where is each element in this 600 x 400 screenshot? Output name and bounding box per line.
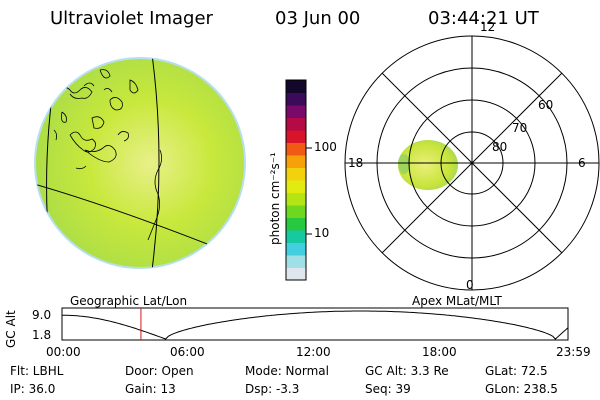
- geographic-caption: Geographic Lat/Lon: [70, 294, 188, 308]
- lat-label-60: 60: [538, 98, 554, 112]
- gain-param: Gain: 13: [125, 382, 176, 396]
- colorbar-swatch: [286, 255, 306, 268]
- mlt-label-0: 0: [466, 278, 474, 292]
- colorbar-swatch: [286, 267, 306, 281]
- meridian-line: [149, 58, 160, 268]
- apex-caption: Apex MLat/MLT: [412, 294, 502, 308]
- x-tick-0600: 06:00: [170, 345, 205, 359]
- date-label: 03 Jun 00: [275, 8, 361, 29]
- colorbar: [285, 79, 312, 281]
- colorbar-swatch: [286, 192, 306, 206]
- colorbar-swatch: [286, 92, 306, 106]
- dsp-param: Dsp: -3.3: [245, 382, 300, 396]
- seq-param: Seq: 39: [365, 382, 411, 396]
- instrument-title: Ultraviolet Imager: [50, 8, 213, 29]
- x-tick-1200: 12:00: [296, 345, 331, 359]
- mlt-label-12: 12: [480, 20, 496, 34]
- orbit-altitude-curve: [62, 310, 569, 340]
- lat-label-80: 80: [492, 140, 508, 154]
- mode-param: Mode: Normal: [245, 364, 329, 378]
- mlt-diagonal: [381, 72, 563, 254]
- colorbar-swatch: [286, 180, 306, 193]
- earth-disk: [34, 57, 246, 269]
- colorbar-swatch: [286, 217, 306, 231]
- lat-label-70: 70: [512, 121, 528, 135]
- glat-param: GLat: 72.5: [485, 364, 548, 378]
- glon-param: GLon: 238.5: [485, 382, 558, 396]
- timeline-frame: [61, 307, 569, 341]
- colorbar-swatch: [286, 142, 306, 156]
- colorbar-swatch: [286, 130, 306, 143]
- latitude-line: [35, 179, 236, 256]
- ip-param: IP: 36.0: [10, 382, 56, 396]
- gc-alt-axis-label: GC Alt: [4, 310, 18, 348]
- colorbar-swatch: [286, 242, 306, 256]
- colorbar-swatch: [286, 230, 306, 243]
- timeline-plot: [61, 307, 569, 341]
- x-tick-0000: 00:00: [46, 345, 81, 359]
- colorbar-swatch: [286, 167, 306, 181]
- colorbar-swatch: [286, 105, 306, 118]
- gc-alt-param: GC Alt: 3.3 Re: [365, 364, 449, 378]
- auroral-oval: [398, 140, 458, 190]
- x-tick-1800: 18:00: [422, 345, 457, 359]
- polar-plot: [344, 35, 600, 291]
- colorbar-swatch: [286, 155, 306, 168]
- door-param: Door: Open: [125, 364, 194, 378]
- time-label: 03:44:21 UT: [428, 8, 539, 29]
- colorbar-tick-10: 10: [314, 226, 330, 240]
- mlt-label-18: 18: [348, 156, 364, 170]
- colorbar-tick-100: 100: [314, 140, 337, 154]
- colorbar-unit-label: photon cm⁻²s⁻¹: [268, 152, 282, 245]
- colorbar-swatch: [286, 117, 306, 131]
- mlt-label-6: 6: [578, 156, 586, 170]
- colorbar-swatch: [286, 205, 306, 218]
- x-tick-2359: 23:59: [556, 345, 591, 359]
- coastline: [53, 69, 162, 241]
- y-tick-1-8: 1.8: [32, 328, 52, 342]
- y-tick-9: 9.0: [32, 308, 52, 322]
- filter-param: Flt: LBHL: [10, 364, 64, 378]
- colorbar-swatch: [286, 80, 306, 93]
